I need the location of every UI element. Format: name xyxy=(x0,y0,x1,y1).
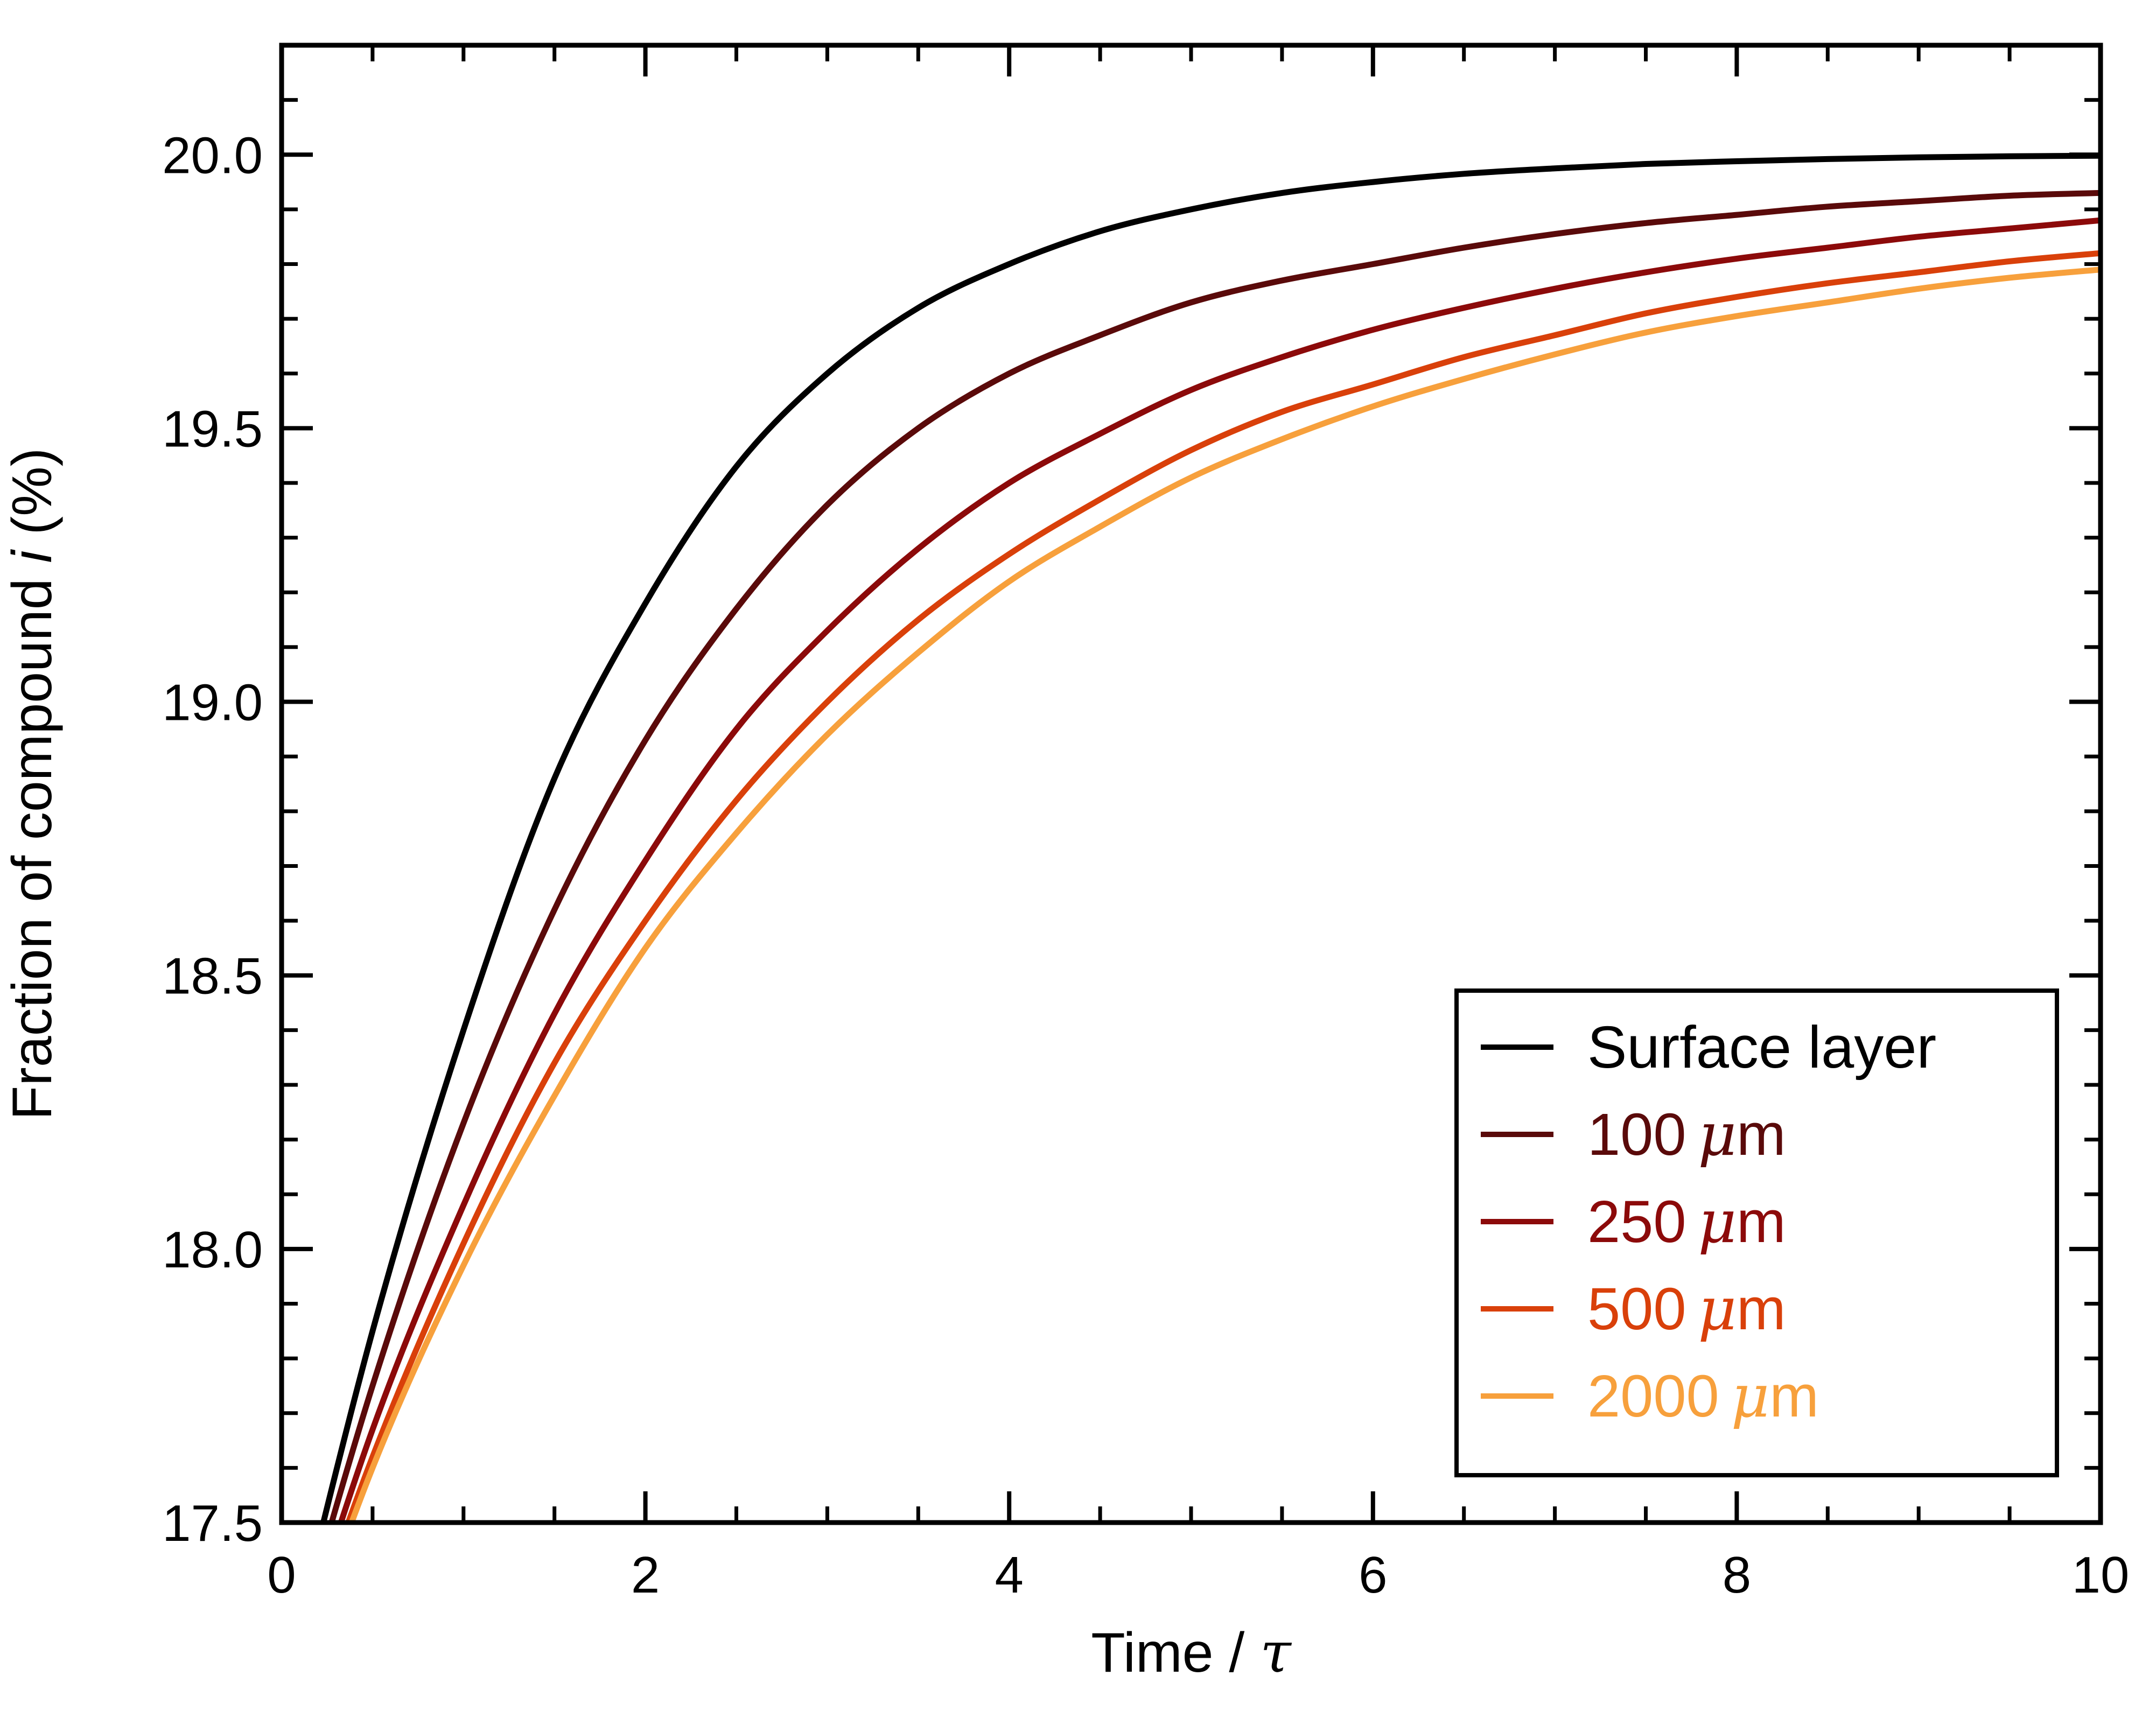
legend-label-unit-symbol: μ xyxy=(1698,1274,1737,1343)
legend-label: Surface layer xyxy=(1587,1014,1936,1081)
legend-label: 2000 μm xyxy=(1587,1362,1819,1431)
y-axis-label-prefix: Fraction of compound xyxy=(1,563,64,1120)
legend-label-unit-symbol: μ xyxy=(1731,1362,1770,1431)
legend-label-value: 2000 xyxy=(1587,1363,1719,1429)
series-line xyxy=(328,190,2101,1523)
y-tick-label: 17.5 xyxy=(162,1495,263,1552)
x-tick-label: 8 xyxy=(1723,1546,1751,1604)
y-axis-label: Fraction of compound i (%) xyxy=(1,448,64,1120)
legend-label-unit-rest: m xyxy=(1737,1189,1786,1255)
legend-box xyxy=(1454,988,2059,1477)
x-axis-label-symbol: τ xyxy=(1260,1619,1292,1685)
y-tick-label: 19.0 xyxy=(162,674,263,732)
series-line xyxy=(348,267,2101,1523)
y-tick-label: 19.5 xyxy=(162,400,263,458)
legend-label-unit-symbol: μ xyxy=(1698,1187,1737,1256)
series-line xyxy=(338,217,2101,1523)
y-tick-labels: 17.5 18.0 18.5 19.0 19.5 20.0 xyxy=(162,127,263,1552)
x-tick-label: 4 xyxy=(995,1546,1024,1604)
legend-label: 500 μm xyxy=(1587,1274,1786,1343)
series-line xyxy=(345,250,2101,1523)
series-layer xyxy=(320,152,2101,1523)
x-tick-label: 0 xyxy=(267,1546,296,1604)
legend-label: 100 μm xyxy=(1587,1100,1786,1169)
legend-label-unit-rest: m xyxy=(1769,1363,1819,1429)
plot-frame xyxy=(279,43,2103,1525)
x-axis-label: Time / τ xyxy=(1091,1619,1292,1685)
legend-label-unit-symbol: μ xyxy=(1698,1100,1737,1169)
y-axis-label-italic: i xyxy=(1,549,64,563)
y-tick-label: 18.0 xyxy=(162,1221,263,1279)
legend-label: 250 μm xyxy=(1587,1187,1786,1256)
x-tick-label: 2 xyxy=(631,1546,660,1604)
x-axis-label-text: Time / xyxy=(1091,1622,1260,1684)
legend-label-value: 500 xyxy=(1587,1276,1686,1342)
y-tick-label: 20.0 xyxy=(162,127,263,184)
x-tick-label: 6 xyxy=(1359,1546,1387,1604)
legend-label-value: Surface layer xyxy=(1587,1014,1936,1081)
series-line xyxy=(320,152,2101,1523)
x-tick-label: 10 xyxy=(2072,1546,2130,1604)
y-axis-label-suffix: (%) xyxy=(1,448,64,551)
legend-label-unit-rest: m xyxy=(1737,1276,1786,1342)
x-tick-labels: 0 2 4 6 8 10 xyxy=(267,1546,2129,1604)
legend-label-value: 100 xyxy=(1587,1102,1686,1168)
minor-ticks xyxy=(282,45,2101,1523)
y-tick-label: 18.5 xyxy=(162,948,263,1005)
legend-label-value: 250 xyxy=(1587,1189,1686,1255)
legend-label-unit-rest: m xyxy=(1737,1102,1786,1168)
